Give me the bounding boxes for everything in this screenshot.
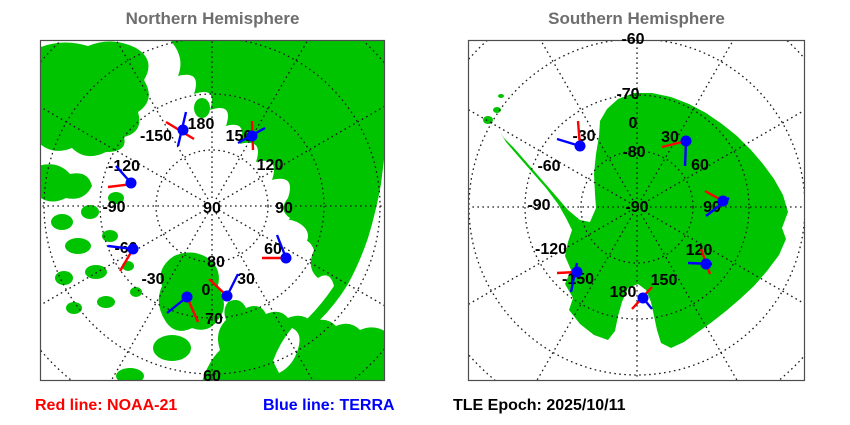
grid-label: 60 xyxy=(203,368,221,385)
grid-label: 90 xyxy=(275,200,293,217)
satellite-position-dot xyxy=(700,258,712,270)
grid-label: 60 xyxy=(691,157,709,174)
landmass-island xyxy=(153,335,191,361)
grid-label: 180 xyxy=(610,284,637,301)
grid-label: 30 xyxy=(237,271,255,288)
landmass-island xyxy=(65,238,91,254)
landmass-island xyxy=(116,368,144,381)
satellite-marker xyxy=(687,248,713,275)
satellite-marker xyxy=(107,243,139,272)
graticule-layer xyxy=(468,40,805,381)
legend-red-line-noaa21: Red line: NOAA-21 xyxy=(35,397,178,414)
grid-label: -70 xyxy=(616,86,639,103)
landmass-island xyxy=(256,219,308,253)
landmass-island xyxy=(493,107,501,113)
satellite-marker xyxy=(556,120,586,152)
grid-label: 150 xyxy=(226,128,253,145)
satellite-position-dot xyxy=(177,124,189,136)
landmass-island xyxy=(108,192,124,204)
landmass xyxy=(158,252,224,331)
landmass-island xyxy=(211,89,221,101)
grid-label: 30 xyxy=(661,129,679,146)
landmass xyxy=(40,41,149,157)
map-clipped-layer xyxy=(40,40,385,381)
satellite-marker xyxy=(262,234,292,264)
landmass xyxy=(40,164,92,202)
satellite-marker xyxy=(107,165,137,189)
satellite-position-dot xyxy=(181,291,193,303)
north-map-title: Northern Hemisphere xyxy=(125,9,300,28)
satellite-marker xyxy=(237,120,266,151)
land-layer xyxy=(40,40,385,381)
grid-label: 120 xyxy=(257,157,284,174)
grid-label: -120 xyxy=(108,158,140,175)
satellite-marker xyxy=(661,135,692,167)
grid-label: -150 xyxy=(562,271,594,288)
grid-label: 120 xyxy=(686,242,713,259)
grid-label: 60 xyxy=(264,241,282,258)
landmass-island xyxy=(66,302,82,314)
satellite-position-dot xyxy=(637,292,649,304)
satellite-marker xyxy=(556,262,583,293)
landmass-island xyxy=(130,287,142,297)
landmass-island xyxy=(498,94,504,98)
grid-label: 180 xyxy=(188,116,215,133)
grid-label: -30 xyxy=(141,271,164,288)
grid-label: -120 xyxy=(535,241,567,258)
landmass-island xyxy=(241,116,249,134)
landmass-island xyxy=(194,98,210,118)
landmass-island xyxy=(97,296,115,308)
grid-label: 70 xyxy=(205,311,223,328)
satellite-position-dot xyxy=(680,135,692,147)
satellite-position-dot xyxy=(246,130,258,142)
landmass xyxy=(169,40,385,340)
grid-label: -90 xyxy=(527,197,550,214)
landmass-island xyxy=(102,230,118,242)
grid-label: 90 xyxy=(703,199,721,216)
grid-label: -80 xyxy=(622,144,645,161)
satellite-position-dot xyxy=(125,177,137,189)
south-map-title: Southern Hemisphere xyxy=(548,9,725,28)
legend-tle-epoch: TLE Epoch: 2025/10/11 xyxy=(453,397,626,414)
grid-label: 0 xyxy=(202,282,211,299)
grid-label: -90 xyxy=(102,199,125,216)
map-frame xyxy=(39,39,386,382)
grid-label: -60 xyxy=(621,31,644,48)
landmass xyxy=(273,328,300,373)
grid-label: -150 xyxy=(140,128,172,145)
graticule-layer xyxy=(40,40,385,381)
satellite-position-dot xyxy=(127,243,139,255)
satellite-marker xyxy=(631,286,653,310)
grid-label: -60 xyxy=(537,158,560,175)
landmass xyxy=(290,180,327,206)
satellite-position-dot xyxy=(280,252,292,264)
satellite-marker xyxy=(165,111,195,147)
landmass-island xyxy=(85,265,107,279)
north-hemisphere-map: 1801501209060300-30-60-90-120-1509080706… xyxy=(39,39,386,385)
grid-label: 0 xyxy=(629,115,638,132)
landmass xyxy=(500,93,788,348)
satellite-marker xyxy=(704,189,730,217)
satellite-position-dot xyxy=(571,266,583,278)
satellite-marker xyxy=(208,273,240,302)
landmass-island xyxy=(55,271,73,285)
landmass-island xyxy=(81,205,99,219)
satellite-position-dot xyxy=(221,290,233,302)
grid-label: 80 xyxy=(207,254,225,271)
map-frame xyxy=(467,39,806,382)
satellite-position-dot xyxy=(717,195,729,207)
legend-blue-line-terra: Blue line: TERRA xyxy=(263,397,395,414)
satellite-position-dot xyxy=(574,140,586,152)
grid-label: -90 xyxy=(625,199,648,216)
grid-label: 150 xyxy=(651,272,678,289)
south-hemisphere-map: -60 -70 0 -80 -90 30 60 90 120 150 180 -150 -120 -90 -… xyxy=(467,31,806,382)
satellite-marker xyxy=(166,291,200,323)
grid-label: 90 xyxy=(203,200,221,217)
landmass-island xyxy=(51,214,73,230)
